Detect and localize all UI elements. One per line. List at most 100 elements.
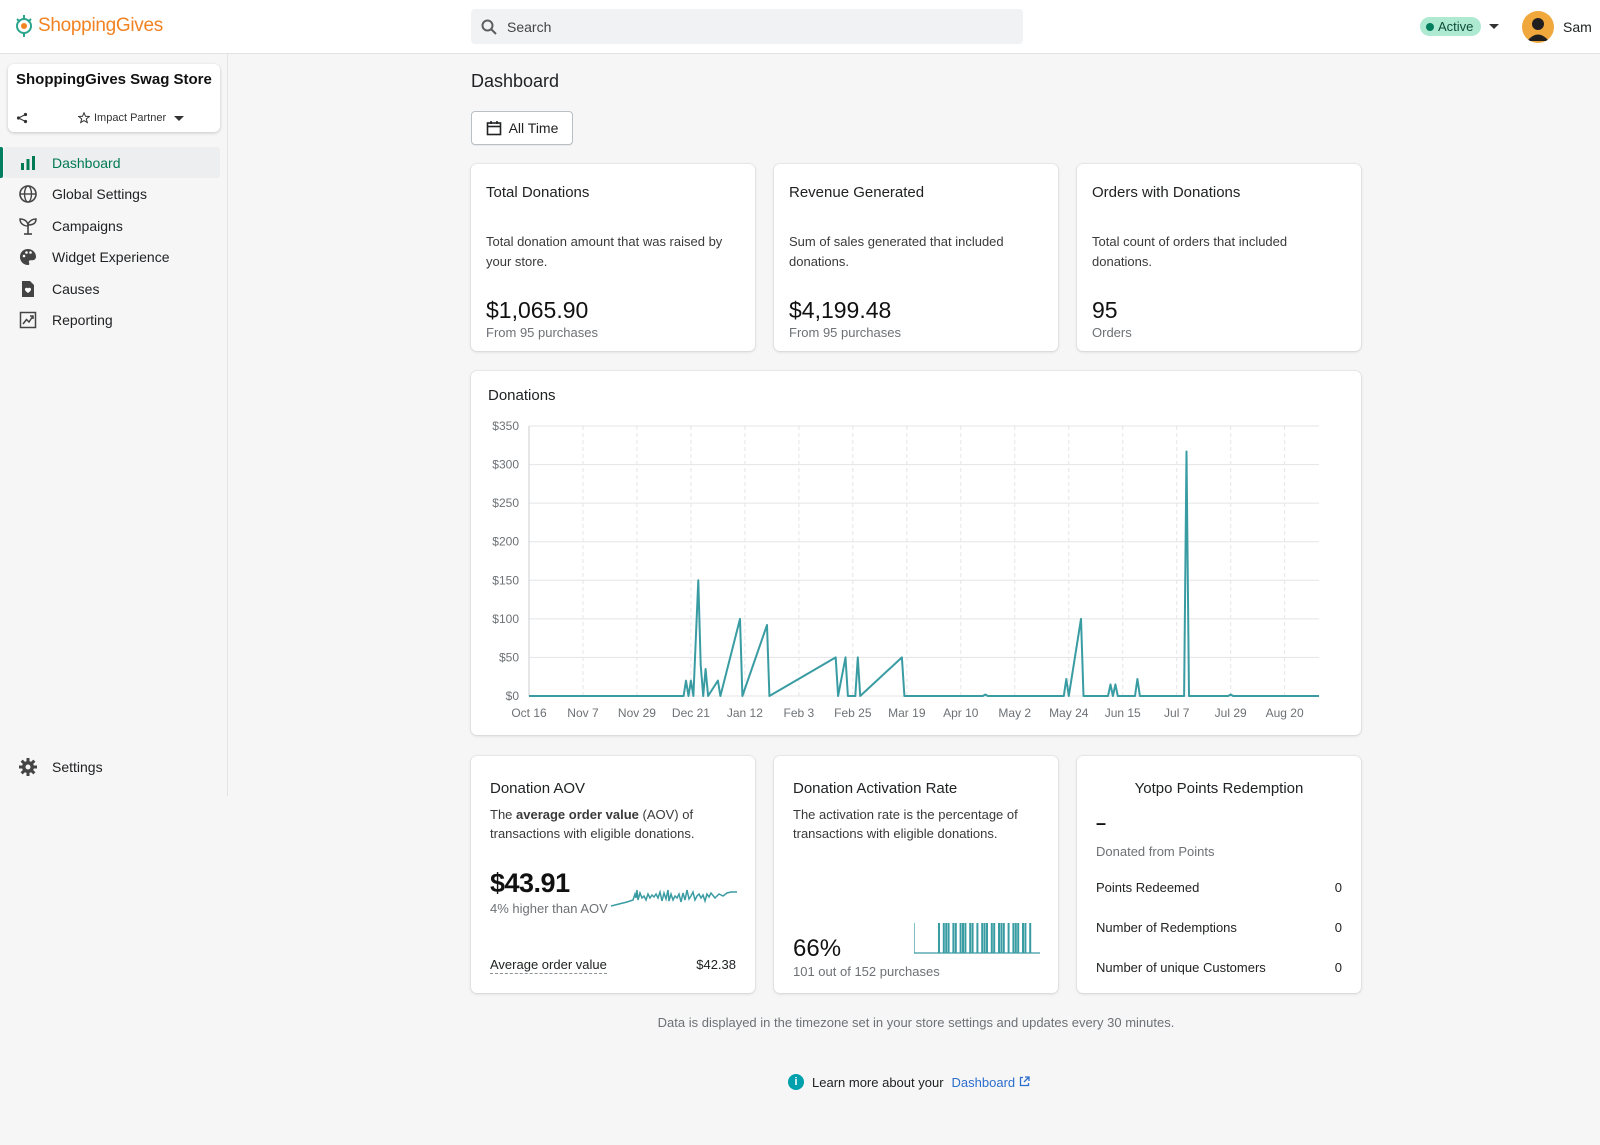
learn-more-text: Learn more about your: [812, 1074, 944, 1090]
card-title: Yotpo Points Redemption: [1134, 780, 1304, 797]
date-range-label: All Time: [508, 120, 559, 136]
store-status-dropdown[interactable]: Active: [1420, 17, 1500, 36]
sidebar-item-campaigns[interactable]: Campaigns: [0, 210, 228, 241]
sparkline-bar: [1022, 923, 1024, 953]
sparkline-bar: [1014, 923, 1017, 953]
sparkline-bar: [942, 923, 945, 953]
x-tick-label: Nov 29: [618, 706, 656, 720]
store-name: ShoppingGives Swag Store: [16, 71, 212, 88]
sparkline-bar: [1007, 923, 1010, 953]
donation-aov-card: Donation AOV The average order value (AO…: [471, 756, 755, 993]
y-tick-label: $100: [492, 612, 519, 626]
card-value: –: [1096, 813, 1107, 833]
brand-logo[interactable]: ShoppingGives: [14, 13, 163, 39]
sparkline-bar: [998, 923, 1000, 953]
desc-text: The: [490, 807, 517, 822]
sidebar-item-label: Campaigns: [52, 217, 123, 234]
sparkline-bar: [969, 923, 972, 953]
card-value: $43.91: [490, 868, 570, 898]
redemptions-row: Number of Redemptions 0: [1096, 920, 1342, 935]
points-redeemed-row: Points Redeemed 0: [1096, 880, 1342, 895]
page-title: Dashboard: [471, 71, 560, 91]
desc-text: (AOV) of transactions with eligible dona…: [490, 807, 695, 841]
sparkline-bar: [964, 923, 967, 953]
sparkline-bar: [962, 923, 964, 953]
total-donations-card: Total Donations Total donation amount th…: [471, 164, 755, 351]
sidebar-item-widget-experience[interactable]: Widget Experience: [0, 242, 228, 273]
card-value: $1,065.90: [486, 297, 589, 323]
sidebar-item-settings[interactable]: Settings: [0, 751, 103, 782]
card-title: Orders with Donations: [1092, 184, 1241, 201]
row-label: Number of Redemptions: [1096, 920, 1237, 935]
x-tick-label: Oct 16: [511, 706, 547, 720]
sidebar-item-reporting[interactable]: Reporting: [0, 305, 228, 336]
chevron-down-icon: [174, 115, 185, 121]
y-tick-label: $300: [492, 458, 519, 472]
donations-series-line: [529, 450, 1319, 697]
star-icon: [78, 112, 90, 124]
sidebar-item-label: Causes: [52, 280, 100, 297]
y-tick-label: $200: [492, 535, 519, 549]
date-range-button[interactable]: All Time: [471, 111, 573, 145]
card-value: 95: [1092, 297, 1118, 323]
row-label: Points Redeemed: [1096, 880, 1200, 895]
row-value: 0: [1334, 960, 1342, 975]
unique-customers-row: Number of unique Customers 0: [1096, 960, 1342, 975]
sidebar-item-dashboard[interactable]: Dashboard: [0, 147, 220, 178]
sparkline-bar: [959, 923, 962, 953]
search-placeholder: Search: [507, 18, 552, 35]
x-tick-label: Apr 10: [943, 706, 979, 720]
sidebar-item-global-settings[interactable]: Global Settings: [0, 179, 228, 210]
card-description: Total count of orders that included dona…: [1092, 234, 1288, 269]
card-title: Revenue Generated: [789, 184, 925, 201]
orders-with-donations-card: Orders with Donations Total count of ord…: [1077, 164, 1361, 351]
card-title: Donation AOV: [490, 780, 586, 797]
chart-title: Donations: [488, 387, 556, 404]
average-order-value-label[interactable]: Average order value: [490, 957, 607, 974]
sparkline-bar: [1029, 923, 1032, 953]
x-tick-label: Mar 19: [888, 706, 926, 720]
sparkline-bar: [981, 923, 984, 953]
dashboard-help-link[interactable]: Dashboard: [952, 1075, 1030, 1090]
sparkline-bar: [1017, 923, 1020, 953]
user-icon: [1527, 18, 1549, 41]
role-dropdown[interactable]: Impact Partner: [78, 112, 185, 124]
share-icon[interactable]: [16, 112, 28, 124]
x-tick-label: May 2: [998, 706, 1031, 720]
sparkline-bar: [938, 923, 940, 953]
card-subtext: From 95 purchases: [789, 325, 901, 340]
sparkline-bar: [947, 923, 950, 953]
row-value: 0: [1334, 880, 1342, 895]
status-badge: Active: [1420, 17, 1482, 36]
status-label: Active: [1438, 19, 1474, 34]
sidebar-item-causes[interactable]: Causes: [0, 273, 228, 304]
top-bar: ShoppingGives Search Active Sam: [0, 0, 1600, 54]
average-order-value: $42.38: [696, 957, 736, 972]
sparkline-bar: [990, 923, 993, 953]
info-icon: i: [788, 1074, 804, 1090]
y-tick-label: $350: [492, 419, 519, 433]
y-tick-label: $250: [492, 496, 519, 510]
sidebar-item-label: Global Settings: [52, 186, 147, 203]
sidebar-item-label: Settings: [52, 758, 103, 775]
chevron-down-icon: [1489, 24, 1500, 29]
brand-name: ShoppingGives: [38, 15, 163, 36]
x-tick-label: Dec 21: [672, 706, 710, 720]
card-value: 66%: [793, 935, 842, 962]
user-menu[interactable]: Sam: [1522, 11, 1592, 43]
y-tick-label: $150: [492, 573, 519, 587]
sparkline-bar: [1012, 923, 1015, 953]
sparkline-bar: [954, 923, 957, 953]
store-switcher[interactable]: ShoppingGives Swag Store Impact Partner: [8, 64, 220, 132]
sidebar-nav: Dashboard Global Settings Campaigns Widg…: [0, 147, 228, 337]
search-bar[interactable]: Search: [471, 9, 1023, 44]
gear-icon: [18, 757, 38, 777]
aov-sparkline: [611, 889, 737, 907]
donations-chart: $0 $50 $100 $150 $200 $250 $300 $350 Oct 16 Nov 7…: [492, 419, 1319, 720]
desc-bold-text: average order value: [516, 807, 639, 822]
sidebar-item-label: Reporting: [52, 312, 113, 329]
x-tick-label: Aug 20: [1266, 706, 1304, 720]
sparkline-bar: [993, 923, 996, 953]
user-name: Sam: [1563, 19, 1592, 35]
sidebar-item-label: Dashboard: [52, 154, 121, 171]
